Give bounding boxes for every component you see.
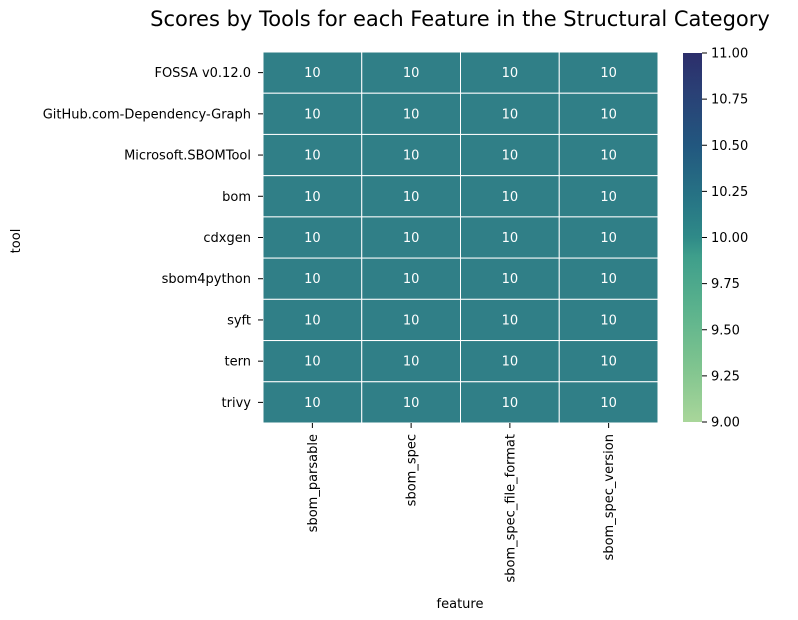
x-axis-label: feature (437, 597, 484, 612)
y-tick-label: tern (225, 355, 251, 370)
cell-value-label: 10 (403, 396, 420, 411)
cell-value-label: 10 (600, 231, 617, 246)
colorbar-tick-label: 10.75 (711, 93, 748, 108)
y-tick-label: bom (222, 190, 251, 205)
cell-value-label: 10 (304, 355, 321, 370)
heatmap-cell (558, 92, 659, 135)
y-tick-label: syft (227, 313, 251, 328)
heatmap-cell (361, 92, 461, 135)
heatmap-cell (558, 381, 659, 424)
cell-value-label: 10 (600, 396, 617, 411)
heatmap-cell (262, 51, 363, 94)
cell-value-label: 10 (502, 313, 519, 328)
cell-value-label: 10 (502, 149, 519, 164)
heatmap-cell (361, 133, 461, 177)
cell-value-label: 10 (600, 107, 617, 122)
cell-value-label: 10 (403, 66, 420, 81)
heatmap-cell (460, 298, 560, 342)
heatmap-cell (361, 257, 461, 300)
cell-value-label: 10 (403, 190, 420, 205)
y-tick-label: FOSSA v0.12.0 (154, 66, 251, 81)
colorbar-tick-label: 9.00 (711, 416, 740, 431)
colorbar-ticks: 9.00 9.25 9.50 9.75 10.00 10.25 10.50 10.75 11.0… (702, 47, 748, 431)
colorbar: 9.00 9.25 9.50 9.75 10.00 10.25 10.50 10.75 11.0… (683, 47, 748, 431)
cell-value-label: 10 (403, 355, 420, 370)
heatmap-cell (460, 51, 560, 94)
heatmap-cell-labels: 10 10 10 10 10 10 10 10 10 10 10 10 10 10 10 10 10 10 10 10… (304, 66, 617, 411)
heatmap-cell (262, 298, 363, 342)
chart-title: Scores by Tools for each Feature in the … (150, 7, 770, 31)
cell-value-label: 10 (502, 355, 519, 370)
x-axis: sbom_parsable sbom_spec sbom_spec_file_for… (306, 423, 617, 582)
colorbar-tick-label: 11.00 (711, 47, 748, 62)
cell-value-label: 10 (304, 396, 321, 411)
cell-value-label: 10 (600, 190, 617, 205)
heatmap-cells (262, 51, 659, 424)
y-tick-label: Microsoft.SBOMTool (124, 149, 251, 164)
cell-value-label: 10 (600, 149, 617, 164)
x-tick-label: sbom_spec (405, 434, 420, 506)
heatmap-cell (361, 216, 461, 259)
cell-value-label: 10 (403, 149, 420, 164)
heatmap-cell (558, 175, 659, 218)
cell-value-label: 10 (304, 66, 321, 81)
heatmap-cell (460, 216, 560, 259)
cell-value-label: 10 (600, 66, 617, 81)
colorbar-gradient (683, 53, 702, 422)
y-tick-label: trivy (222, 396, 252, 411)
heatmap-cell (361, 175, 461, 218)
x-tick-label: sbom_parsable (306, 434, 321, 532)
cell-value-label: 10 (600, 313, 617, 328)
heatmap-cell (558, 133, 659, 177)
y-axis: FOSSA v0.12.0 GitHub.com-Dependency-Graph… (43, 66, 263, 411)
cell-value-label: 10 (502, 231, 519, 246)
cell-value-label: 10 (502, 66, 519, 81)
cell-value-label: 10 (502, 190, 519, 205)
heatmap-cell (262, 257, 363, 300)
colorbar-tick-label: 10.00 (711, 231, 748, 246)
y-tick-label: sbom4python (162, 272, 251, 287)
cell-value-label: 10 (502, 396, 519, 411)
y-axis-label: tool (9, 229, 24, 254)
cell-value-label: 10 (600, 355, 617, 370)
cell-value-label: 10 (304, 313, 321, 328)
cell-value-label: 10 (304, 272, 321, 287)
colorbar-tick-label: 10.25 (711, 185, 748, 200)
heatmap-cell (558, 216, 659, 259)
colorbar-tick-label: 9.25 (711, 369, 740, 384)
heatmap-cell (460, 340, 560, 383)
cell-value-label: 10 (403, 272, 420, 287)
cell-value-label: 10 (600, 272, 617, 287)
cell-value-label: 10 (502, 272, 519, 287)
cell-value-label: 10 (403, 313, 420, 328)
cell-value-label: 10 (304, 107, 321, 122)
cell-value-label: 10 (502, 107, 519, 122)
cell-value-label: 10 (403, 231, 420, 246)
colorbar-tick-label: 9.75 (711, 277, 740, 292)
x-tick-label: sbom_spec_version (602, 434, 617, 560)
heatmap-cell (460, 257, 560, 300)
x-tick-label: sbom_spec_file_format (503, 434, 518, 582)
y-tick-label: GitHub.com-Dependency-Graph (43, 107, 251, 122)
cell-value-label: 10 (304, 190, 321, 205)
cell-value-label: 10 (304, 149, 321, 164)
heatmap-cell (558, 257, 659, 300)
heatmap-cell (262, 340, 363, 383)
cell-value-label: 10 (304, 231, 321, 246)
colorbar-tick-label: 9.50 (711, 323, 740, 338)
colorbar-tick-label: 10.50 (711, 139, 748, 154)
heatmap-cell (558, 51, 659, 94)
cell-value-label: 10 (403, 107, 420, 122)
y-tick-label: cdxgen (203, 231, 251, 246)
heatmap-cell (361, 51, 461, 94)
heatmap-cell (558, 298, 659, 342)
